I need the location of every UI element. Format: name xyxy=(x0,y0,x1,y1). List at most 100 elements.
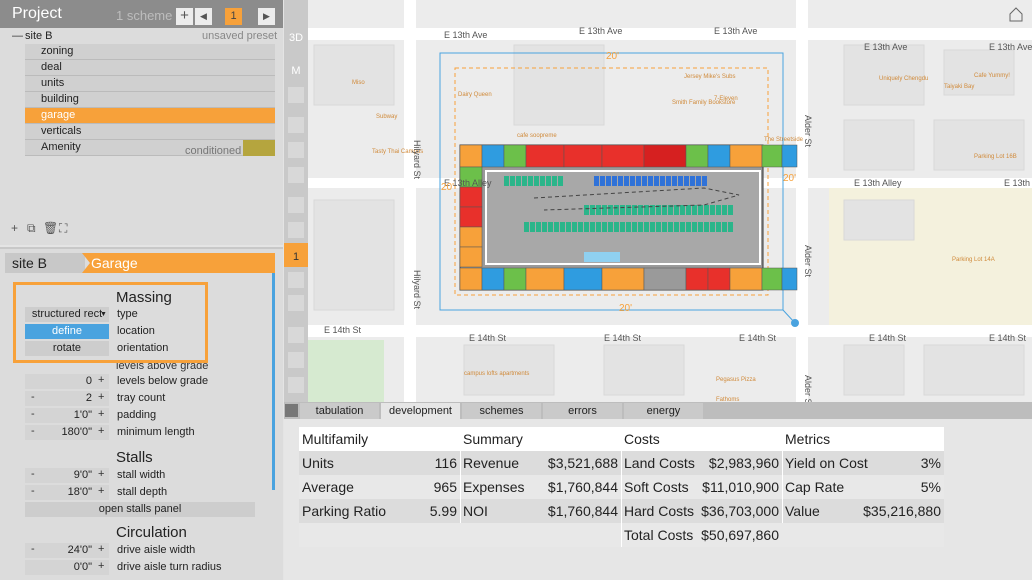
tool-icon xyxy=(288,272,304,288)
tab[interactable]: errors xyxy=(543,403,622,419)
collapse-icon: — xyxy=(12,30,23,42)
amenity-status: conditioned xyxy=(185,145,242,157)
tab[interactable]: development xyxy=(381,403,460,419)
number-input[interactable] xyxy=(25,468,109,483)
unit xyxy=(459,186,483,208)
street xyxy=(284,28,1032,40)
number-input[interactable] xyxy=(25,374,109,389)
stall xyxy=(510,176,515,186)
stall xyxy=(662,222,667,232)
cell-label: Expenses xyxy=(463,479,525,495)
stall xyxy=(660,176,665,186)
dimension-label: 20' xyxy=(783,173,796,184)
input-value: 18'0" xyxy=(67,486,92,498)
increment[interactable]: + xyxy=(98,391,105,403)
cell-value: 5% xyxy=(920,479,941,495)
site-name[interactable]: site B xyxy=(25,30,53,42)
decrement[interactable]: - xyxy=(31,485,35,497)
input-value: 0 xyxy=(85,375,92,387)
stall xyxy=(654,176,659,186)
number-input[interactable] xyxy=(25,425,109,440)
stall xyxy=(608,205,613,215)
decrement[interactable]: - xyxy=(31,408,35,420)
nav-item[interactable]: zoning xyxy=(25,44,275,60)
add-scheme-button[interactable]: + xyxy=(176,8,193,25)
increment[interactable]: + xyxy=(98,543,105,555)
stall xyxy=(552,176,557,186)
dimension-label: 20' xyxy=(606,51,619,62)
next-button[interactable]: ▶ xyxy=(258,8,275,25)
stall xyxy=(606,176,611,186)
input-value: 24'0" xyxy=(67,544,92,556)
column-heading: Summary xyxy=(463,431,523,447)
decrement[interactable]: - xyxy=(31,543,35,555)
poi-label: Cafe Yummy! xyxy=(974,73,1010,79)
tab[interactable]: schemes xyxy=(462,403,541,419)
increment[interactable]: + xyxy=(98,374,105,386)
nav-item[interactable]: building xyxy=(25,92,275,108)
input-value: 1'0" xyxy=(73,409,92,421)
input-label: tray count xyxy=(117,392,166,404)
decrement[interactable]: - xyxy=(31,425,35,437)
number-input[interactable] xyxy=(25,391,109,406)
building-footprint xyxy=(843,199,915,241)
nav-item[interactable]: deal xyxy=(25,60,275,76)
cell-value: $11,010,900 xyxy=(702,479,779,495)
building-footprint xyxy=(843,344,905,396)
tab[interactable]: tabulation xyxy=(300,403,379,419)
stall xyxy=(638,222,643,232)
list-tool[interactable]: ⧉ xyxy=(27,221,36,235)
breadcrumb-site[interactable]: site B xyxy=(5,253,85,273)
stall xyxy=(666,176,671,186)
cell-value: $1,760,844 xyxy=(547,479,618,495)
stalls-button[interactable]: open stalls panel xyxy=(25,502,255,517)
list-tool[interactable]: + xyxy=(11,221,19,235)
stall xyxy=(728,205,733,215)
number-input[interactable] xyxy=(25,560,109,575)
tool-icon xyxy=(288,352,304,368)
tool-icon xyxy=(288,142,304,158)
massing-control[interactable]: structured rect xyxy=(25,307,109,322)
amenity-swatch xyxy=(243,140,275,156)
list-tool[interactable]: ⛶ xyxy=(59,221,68,235)
unit xyxy=(481,144,505,168)
street-label: Alder St xyxy=(803,375,813,402)
poi-label: cafe soopreme xyxy=(517,133,557,139)
tab[interactable]: energy xyxy=(624,403,703,419)
stall xyxy=(680,222,685,232)
tool-icon xyxy=(288,295,304,311)
increment[interactable]: + xyxy=(98,408,105,420)
nav-item[interactable]: verticals xyxy=(25,124,275,140)
stall xyxy=(626,205,631,215)
cell-value: $36,703,000 xyxy=(701,503,779,519)
decrement[interactable]: - xyxy=(31,468,35,480)
toolbar-level: 1 xyxy=(293,251,299,263)
list-tool[interactable]: 🗑 xyxy=(43,221,59,235)
toolbar-mode: M xyxy=(291,65,300,77)
increment[interactable]: + xyxy=(98,468,105,480)
nav-item[interactable]: Amenity xyxy=(25,140,275,156)
increment[interactable]: + xyxy=(98,485,105,497)
massing-control[interactable]: define xyxy=(25,324,109,339)
stall xyxy=(578,222,583,232)
increment[interactable]: + xyxy=(98,425,105,437)
stall xyxy=(602,222,607,232)
massing-control[interactable]: rotate xyxy=(25,341,109,356)
tool-icon xyxy=(288,87,304,103)
number-input[interactable] xyxy=(25,485,109,500)
poi-label: campus lofts apartments xyxy=(464,371,529,377)
nav-item[interactable]: garage xyxy=(25,108,275,124)
increment[interactable]: + xyxy=(98,560,105,572)
number-input[interactable] xyxy=(25,543,109,558)
prev-button[interactable]: ◀ xyxy=(195,8,212,25)
poi-label: Uniquely Chengdu xyxy=(879,76,928,82)
tool-icon xyxy=(288,327,304,343)
street xyxy=(284,325,1032,337)
stall xyxy=(626,222,631,232)
unit xyxy=(707,144,731,168)
decrement[interactable]: - xyxy=(31,391,35,403)
page-indicator: 1 xyxy=(225,8,242,25)
nav-item[interactable]: units xyxy=(25,76,275,92)
number-input[interactable] xyxy=(25,408,109,423)
poi-label: Smith Family Bookstore xyxy=(672,100,736,106)
